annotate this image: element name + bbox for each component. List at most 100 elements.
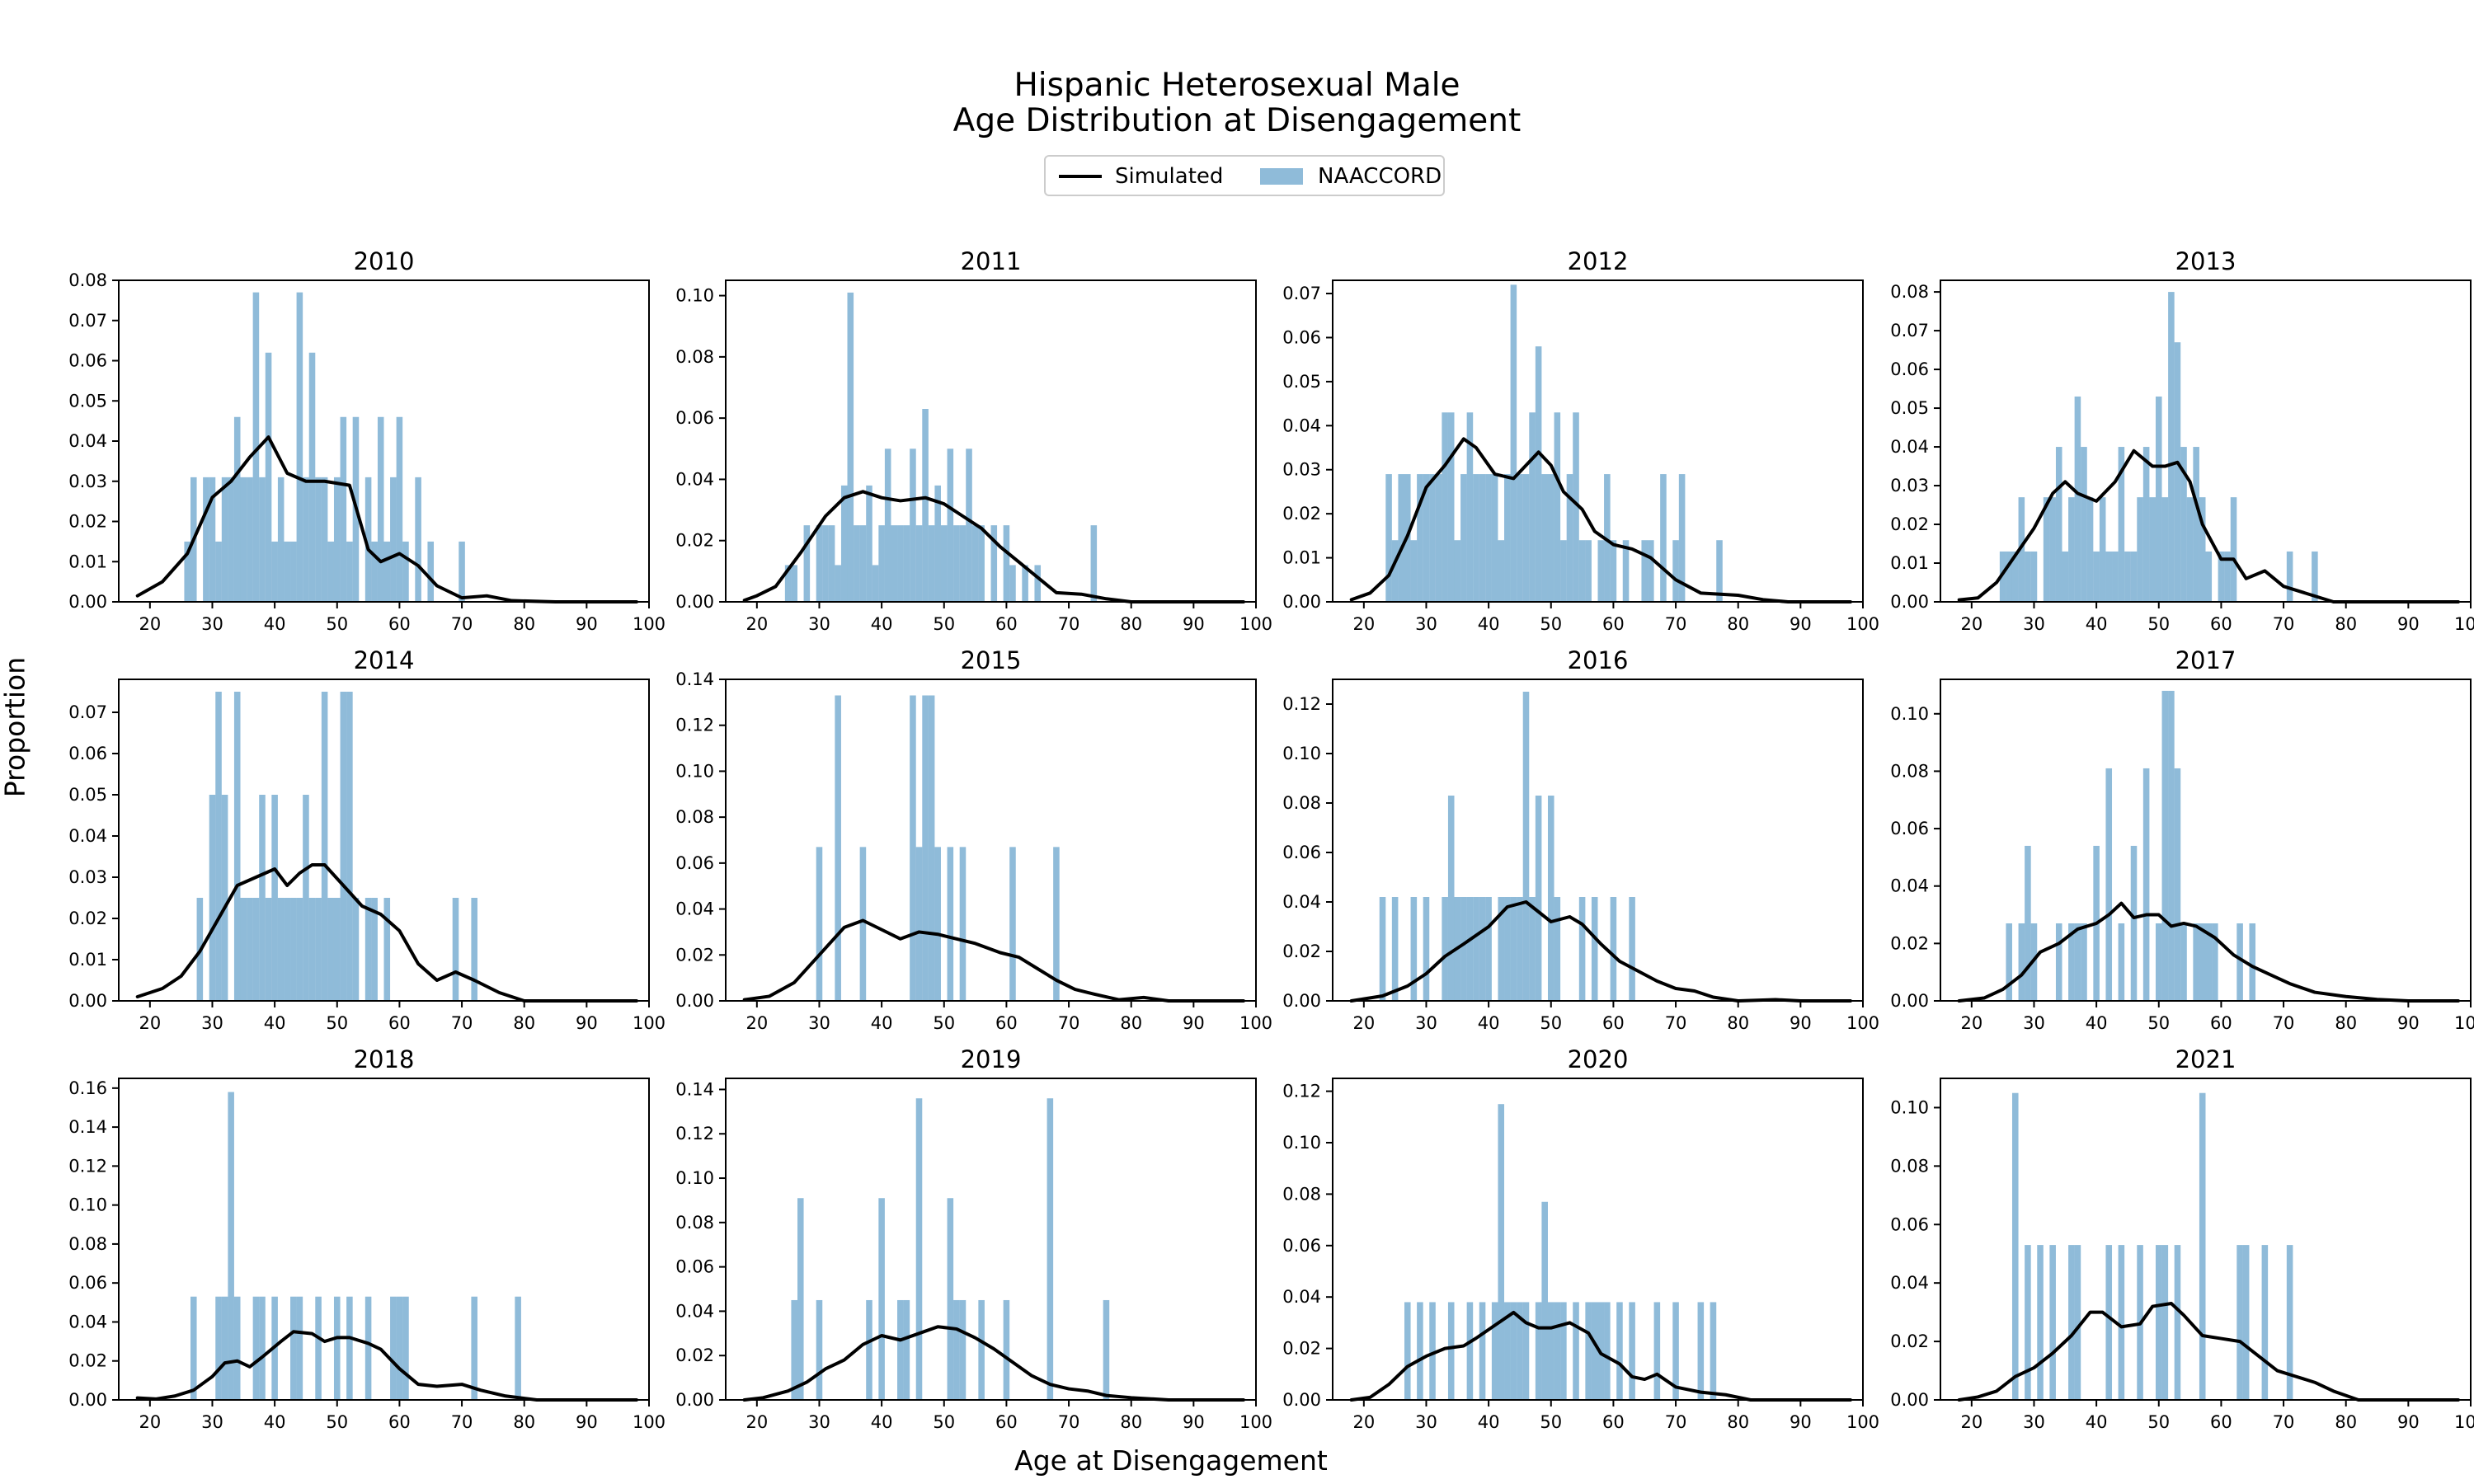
x-tick-label-90: 90	[1790, 614, 1812, 634]
subplot-title-2019: 2019	[961, 1045, 1022, 1073]
y-tick-label-0.06: 0.06	[68, 1273, 107, 1293]
naaccord-bar-2020-61	[1616, 1302, 1623, 1400]
naaccord-bar-2011-26	[791, 565, 797, 602]
y-tick-label-0: 0.00	[675, 1390, 714, 1410]
naaccord-bar-2010-26	[184, 541, 190, 603]
naaccord-bar-2021-44	[2118, 1245, 2125, 1400]
x-tick-label-100: 100	[633, 614, 666, 634]
naaccord-bar-2011-63	[1022, 565, 1028, 602]
simulated-line-2019	[742, 1325, 1245, 1402]
naaccord-bar-2016-34	[1447, 796, 1455, 1001]
subplot-2012: 20 30 40 50 60 70 80 90 100 0.00 0.01 0.02 0.03 0.04 0…	[1282, 247, 1879, 634]
y-tick-label-0.04: 0.04	[68, 431, 107, 451]
legend-simulated-line-swatch	[1059, 175, 1102, 178]
naaccord-bar-2017-46	[2130, 845, 2138, 1001]
naaccord-bar-2010-61	[402, 541, 409, 603]
y-tick-label-0.02: 0.02	[68, 1351, 107, 1371]
naaccord-bar-2017-52	[2168, 690, 2175, 1001]
y-tick-label-0.1: 0.10	[675, 761, 714, 781]
naaccord-bar-2016-60	[1610, 897, 1617, 1001]
naaccord-bar-2010-40	[271, 541, 278, 603]
naaccord-bar-2013-36	[2068, 497, 2075, 602]
y-tick-label-0.06: 0.06	[675, 408, 714, 428]
naaccord-bar-2021-71	[2286, 1245, 2293, 1400]
naaccord-bar-2014-37	[252, 898, 260, 1001]
simulated-line-2018	[135, 1330, 638, 1402]
x-tick-label-40: 40	[264, 614, 286, 634]
y-tick-label-0.08: 0.08	[1282, 1184, 1321, 1204]
y-tick-label-0.04: 0.04	[1282, 892, 1321, 912]
naaccord-bar-2012-30	[1423, 474, 1430, 602]
naaccord-bar-2013-41	[2099, 497, 2106, 602]
naaccord-bar-2012-24	[1385, 474, 1392, 602]
naaccord-bar-2016-25	[1391, 897, 1399, 1001]
y-tick-label-0.04: 0.04	[1282, 1287, 1321, 1307]
x-tick-label-60: 60	[388, 1412, 411, 1432]
naaccord-bar-2020-49	[1541, 1201, 1548, 1400]
naaccord-bar-2016-57	[1591, 897, 1598, 1001]
naaccord-bar-2014-51	[340, 692, 347, 1001]
naaccord-bar-2012-71	[1678, 474, 1686, 602]
subplot-2016: 20 30 40 50 60 70 80 90 100 0.00 0.02 0.04 0.06 0.08 0…	[1282, 646, 1879, 1033]
naaccord-bar-2012-44	[1510, 284, 1517, 602]
y-tick-label-0.02: 0.02	[68, 909, 107, 928]
naaccord-bar-2011-49	[934, 485, 941, 602]
x-tick-label-50: 50	[2147, 1412, 2170, 1432]
naaccord-bar-2013-26	[2006, 551, 2012, 602]
y-tick-label-0.1: 0.10	[1282, 744, 1321, 763]
y-tick-label-0.08: 0.08	[1890, 282, 1929, 302]
y-tick-label-0.14: 0.14	[675, 1079, 714, 1099]
x-tick-label-40: 40	[2086, 614, 2108, 634]
naaccord-bar-2017-56	[2193, 923, 2199, 1001]
naaccord-bar-2013-35	[2062, 551, 2069, 602]
naaccord-bar-2014-32	[221, 795, 228, 1001]
x-tick-label-80: 80	[1120, 1013, 1142, 1033]
naaccord-bar-2017-50	[2155, 923, 2162, 1001]
naaccord-bar-2017-58	[2205, 923, 2213, 1001]
naaccord-bar-2014-38	[259, 795, 266, 1001]
naaccord-bar-2011-50	[940, 525, 948, 602]
y-tick-label-0.08: 0.08	[675, 1213, 714, 1233]
y-tick-label-0.04: 0.04	[675, 899, 714, 919]
naaccord-bar-2021-67	[2261, 1245, 2269, 1400]
naaccord-bar-2015-53	[959, 847, 967, 1001]
naaccord-bar-2020-44	[1510, 1302, 1517, 1400]
naaccord-bar-2015-33	[835, 695, 841, 1001]
y-tick-label-0.06: 0.06	[675, 853, 714, 873]
naaccord-bar-2018-52	[346, 1296, 353, 1400]
naaccord-bar-2010-51	[340, 416, 347, 602]
naaccord-bar-2014-48	[321, 692, 328, 1001]
naaccord-bar-2014-36	[247, 898, 253, 1001]
y-tick-label-0.16: 0.16	[68, 1078, 107, 1098]
naaccord-bar-2020-51	[1554, 1302, 1561, 1400]
naaccord-bar-2010-60	[396, 416, 403, 602]
naaccord-bar-2014-58	[383, 898, 391, 1001]
subplot-title-2021: 2021	[2175, 1045, 2236, 1073]
naaccord-bar-2017-42	[2105, 768, 2113, 1001]
naaccord-bar-2014-41	[277, 898, 285, 1001]
naaccord-bar-2017-44	[2118, 923, 2125, 1001]
x-tick-label-30: 30	[808, 1013, 830, 1033]
x-tick-label-40: 40	[1478, 1013, 1500, 1033]
x-tick-label-100: 100	[1846, 1013, 1879, 1033]
naaccord-bar-2012-39	[1479, 474, 1486, 602]
naaccord-bar-2020-70	[1672, 1302, 1679, 1400]
simulated-line-2020	[1349, 1310, 1852, 1402]
x-tick-label-100: 100	[1846, 1412, 1879, 1432]
x-tick-label-30: 30	[1415, 614, 1437, 634]
naaccord-bar-2018-44	[296, 1296, 303, 1400]
naaccord-bar-2011-42	[891, 525, 898, 602]
x-tick-label-20: 20	[1960, 1412, 1982, 1432]
y-tick-label-0.04: 0.04	[68, 826, 107, 846]
y-tick-label-0.01: 0.01	[68, 950, 107, 970]
naaccord-bar-2016-47	[1529, 897, 1536, 1001]
subplot-2011: 20 30 40 50 60 70 80 90 100 0.00 0.02 0.04 0.06 0.08 0…	[675, 247, 1272, 634]
naaccord-bar-2017-26	[2006, 923, 2012, 1001]
x-tick-label-40: 40	[1478, 1412, 1500, 1432]
naaccord-bar-2011-40	[878, 525, 885, 602]
x-tick-label-60: 60	[2210, 1412, 2232, 1432]
naaccord-bar-2013-44	[2118, 447, 2125, 602]
naaccord-bar-2017-51	[2161, 690, 2169, 1001]
x-tick-label-30: 30	[808, 614, 830, 634]
naaccord-bar-2010-36	[247, 477, 253, 603]
